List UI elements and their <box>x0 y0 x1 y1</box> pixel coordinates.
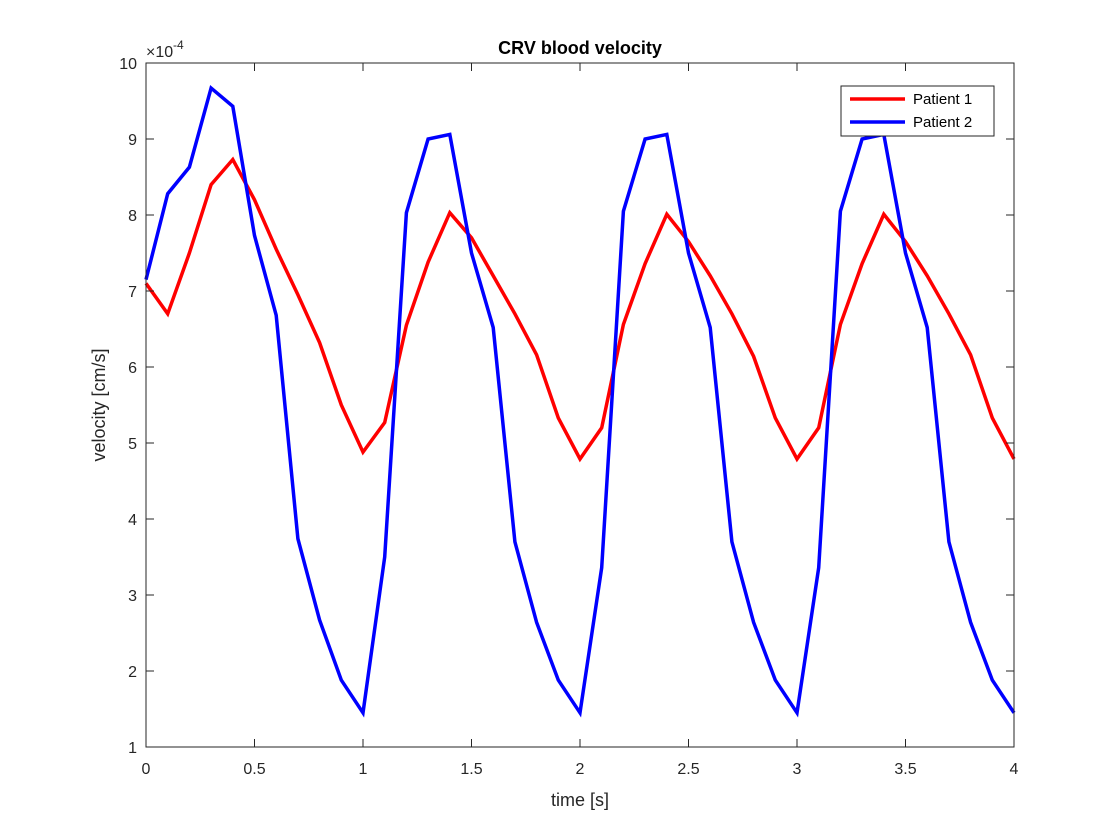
y-axis-multiplier-base: ×10 <box>146 44 173 61</box>
y-axis-ticks: 1 2 3 4 5 6 7 8 9 10 <box>119 56 1014 757</box>
y-tick-label: 2 <box>128 664 137 681</box>
x-tick-label: 4 <box>1010 761 1019 778</box>
x-tick-label: 3 <box>793 761 802 778</box>
y-axis-multiplier-exponent: -4 <box>173 38 184 52</box>
y-tick-label: 10 <box>119 56 137 73</box>
x-axis-label: time [s] <box>551 790 609 810</box>
series-layer <box>144 84 1016 718</box>
legend-label-patient-2: Patient 2 <box>913 114 972 131</box>
series-line-patient-1 <box>144 156 1016 463</box>
x-axis-ticks: 0 0.5 1 1.5 2 2.5 3 3.5 4 <box>142 63 1019 778</box>
x-tick-label: 0.5 <box>243 761 265 778</box>
y-tick-label: 5 <box>128 436 137 453</box>
y-axis-label: velocity [cm/s] <box>89 348 109 461</box>
x-tick-label: 3.5 <box>894 761 916 778</box>
y-axis-multiplier: ×10 -4 <box>146 38 184 61</box>
plot-area <box>146 63 1014 747</box>
y-tick-label: 8 <box>128 208 137 225</box>
y-tick-label: 6 <box>128 360 137 377</box>
y-tick-label: 9 <box>128 132 137 149</box>
x-tick-label: 2 <box>576 761 585 778</box>
x-tick-label: 2.5 <box>677 761 699 778</box>
y-tick-label: 3 <box>128 588 137 605</box>
legend: Patient 1 Patient 2 <box>840 85 995 137</box>
y-tick-label: 7 <box>128 284 137 301</box>
x-tick-label: 1 <box>359 761 368 778</box>
chart-title: CRV blood velocity <box>498 38 662 58</box>
legend-box <box>840 85 995 137</box>
legend-label-patient-1: Patient 1 <box>913 91 972 108</box>
y-tick-label: 1 <box>128 740 137 757</box>
x-tick-label: 1.5 <box>460 761 482 778</box>
y-tick-label: 4 <box>128 512 137 529</box>
series-line-patient-2 <box>144 84 1016 718</box>
x-tick-label: 0 <box>142 761 151 778</box>
